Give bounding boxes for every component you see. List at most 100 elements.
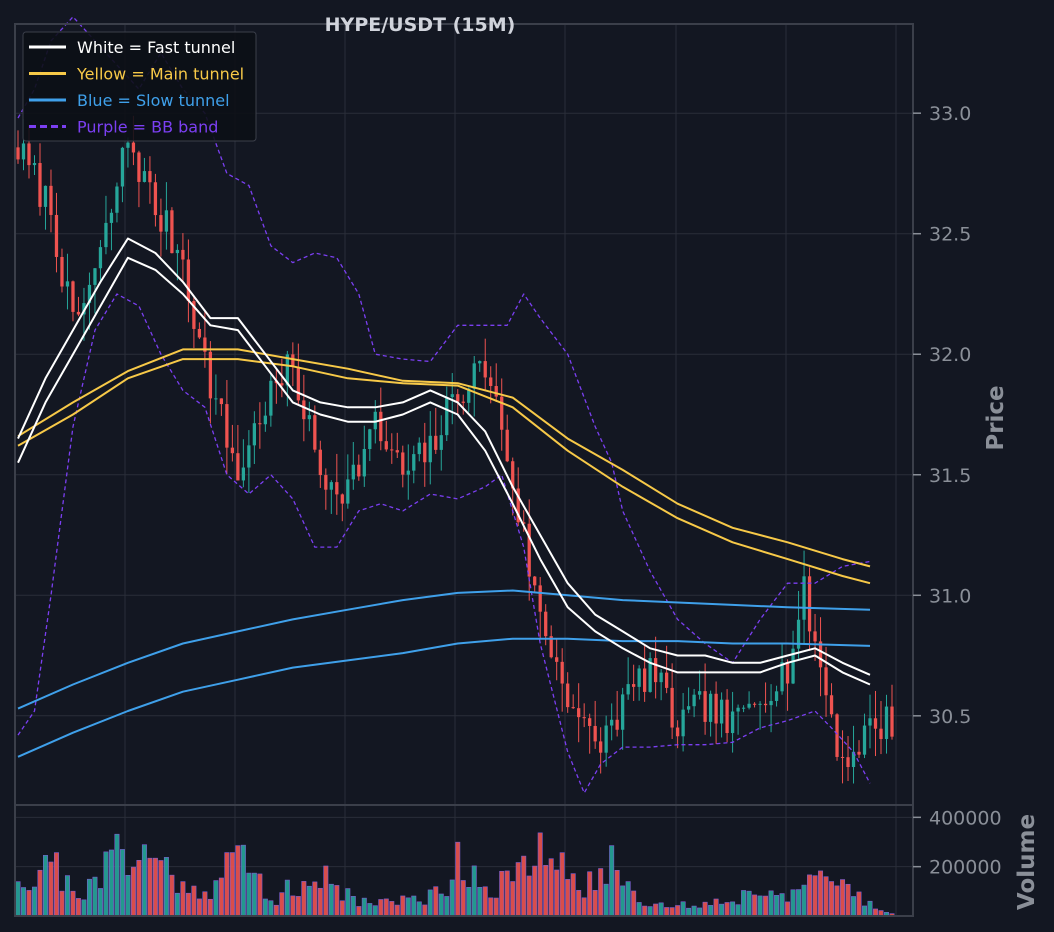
volume-bar — [785, 901, 791, 917]
volume-bar — [691, 905, 697, 917]
volume-bar — [548, 858, 554, 917]
candles — [16, 115, 894, 784]
candle-body — [511, 461, 515, 489]
candle-body — [76, 311, 81, 315]
candle-body — [791, 648, 795, 684]
volume-bar — [614, 870, 620, 917]
volume-bar — [119, 849, 125, 917]
volume-bar — [741, 890, 747, 917]
volume-bar — [845, 883, 851, 917]
volume-bar — [97, 888, 103, 917]
volume-bar — [147, 857, 153, 917]
legend-entry-label: Yellow = Main tunnel — [76, 65, 244, 84]
candle-body — [60, 256, 64, 287]
volume-bar — [449, 879, 455, 917]
candle-body — [851, 751, 856, 768]
candle-body — [307, 415, 311, 420]
volume-bar — [647, 906, 653, 917]
volume-bar — [15, 881, 21, 917]
volume-bar — [191, 885, 197, 917]
candle-body — [664, 672, 669, 688]
volume-bar — [141, 844, 147, 917]
volume-bar — [312, 881, 318, 917]
volume-bar — [746, 890, 752, 917]
volume-bar — [801, 884, 807, 917]
volume-bar — [317, 887, 323, 917]
volume-bar — [70, 890, 76, 917]
volume-bar — [367, 903, 373, 917]
volume-bar — [823, 876, 829, 917]
candle-body — [659, 672, 663, 683]
volume-bar — [169, 874, 175, 917]
volume-bar — [592, 890, 598, 917]
candle-body — [379, 411, 383, 442]
volume-bar — [702, 901, 708, 917]
candle-body — [582, 717, 586, 719]
volume-bar — [361, 897, 367, 917]
candle-body — [362, 448, 366, 477]
volume-bar — [53, 852, 59, 917]
candle-body — [516, 488, 520, 523]
volume-bar — [114, 833, 120, 917]
candle-body — [560, 661, 564, 684]
candle-body — [494, 386, 498, 397]
volume-bar — [81, 899, 87, 917]
volume-bar — [21, 887, 26, 917]
volume-bar — [576, 890, 582, 917]
candle-body — [670, 687, 674, 728]
candle-body — [87, 284, 92, 304]
candle-body — [752, 703, 757, 705]
volume-bar — [757, 895, 763, 917]
candle-body — [610, 719, 614, 726]
volume-bar — [59, 890, 65, 917]
candle-body — [780, 662, 784, 692]
volume-bar — [26, 890, 32, 917]
candle-body — [27, 143, 31, 166]
volume-bar — [515, 862, 521, 917]
candle-body — [741, 707, 746, 709]
candle-body — [538, 585, 542, 612]
candle-body — [708, 693, 713, 722]
volume-bar — [334, 885, 340, 917]
candle-body — [434, 435, 438, 450]
candle-body — [65, 281, 70, 287]
candle-body — [351, 464, 355, 480]
volume-bar — [526, 875, 532, 917]
candle-body — [197, 328, 202, 338]
volume-bar — [818, 870, 824, 917]
volume-bar — [196, 898, 202, 917]
candle-body — [697, 691, 702, 695]
volume-bar — [653, 903, 659, 917]
volume-bar — [37, 869, 43, 917]
candle-body — [225, 404, 229, 448]
candle-body — [412, 454, 416, 471]
volume-bar — [719, 903, 725, 917]
candle-body — [736, 707, 740, 712]
volume-bar — [697, 907, 703, 917]
candle-body — [840, 756, 845, 758]
candle-body — [252, 423, 257, 446]
candle-body — [423, 442, 427, 463]
candle-body — [109, 212, 114, 223]
candle-body — [681, 709, 685, 737]
candle-body — [478, 361, 482, 364]
candle-body — [824, 667, 828, 696]
volume-bar — [636, 902, 642, 917]
volume-bar — [163, 857, 169, 917]
volume-bar — [537, 832, 543, 917]
legend-entry-label: White = Fast tunnel — [77, 38, 235, 57]
volume-bar — [378, 899, 384, 917]
candle-body — [401, 452, 405, 475]
volume-axis-ticks: 200000 400000 — [913, 807, 1002, 879]
volume-bar — [724, 902, 730, 917]
volume-bars — [15, 832, 895, 917]
volume-bar — [323, 865, 329, 917]
volume-bar — [796, 889, 802, 917]
volume-bar — [75, 898, 81, 917]
candle-body — [131, 142, 136, 153]
candle-body — [796, 619, 801, 649]
candle-body — [483, 361, 487, 378]
candle-body — [142, 171, 147, 182]
volume-bar — [328, 883, 334, 917]
